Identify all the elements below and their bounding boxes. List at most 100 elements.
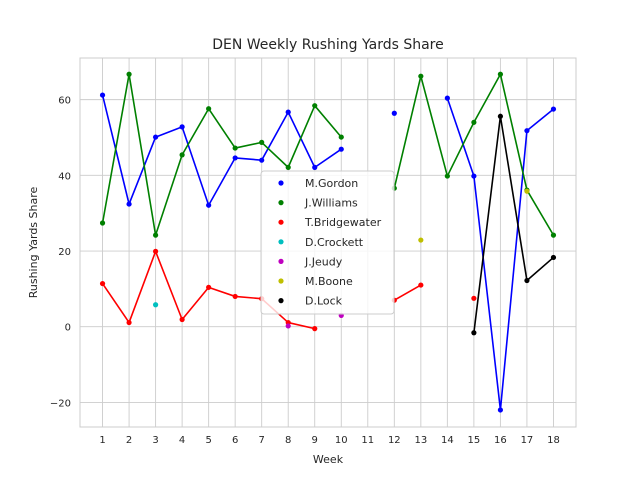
legend-label: J.Jeudy (304, 255, 343, 268)
legend-marker (278, 239, 284, 245)
data-point (232, 155, 238, 161)
x-tick-label: 8 (285, 435, 291, 446)
series-d-lock (471, 113, 557, 336)
legend-marker (278, 298, 284, 304)
data-point (471, 295, 477, 301)
legend-item: D.Lock (278, 295, 343, 308)
series-line (393, 284, 422, 301)
x-tick-label: 10 (335, 435, 348, 446)
data-point (206, 284, 212, 290)
x-tick-label: 17 (521, 435, 534, 446)
data-point (179, 152, 185, 158)
legend-label: M.Boone (305, 275, 353, 288)
series-layer (99, 71, 557, 413)
legend-item: M.Gordon (278, 177, 358, 190)
data-point (126, 319, 132, 326)
x-tick-label: 18 (547, 435, 560, 446)
y-tick-label: 60 (58, 96, 71, 107)
data-point (232, 145, 238, 151)
y-axis-label: Rushing Yards Share (27, 186, 40, 298)
data-point (444, 173, 450, 179)
legend-marker (278, 180, 284, 186)
legend-marker (278, 200, 284, 206)
legend-box (260, 170, 395, 315)
legend-label: T.Bridgewater (304, 216, 382, 229)
data-point (524, 277, 530, 284)
y-axis-ticks: −20 0 20 40 60 (50, 96, 71, 410)
data-point (259, 139, 265, 145)
data-point (152, 232, 159, 238)
data-point (285, 164, 291, 170)
series-m-gordon (99, 92, 557, 413)
x-tick-label: 13 (414, 435, 427, 446)
legend-item: T.Bridgewater (278, 216, 382, 229)
data-point (471, 119, 477, 125)
data-point (471, 173, 477, 179)
data-point (99, 280, 106, 287)
data-point (285, 109, 291, 115)
data-point (338, 146, 344, 152)
data-point (497, 407, 504, 413)
legend-marker (278, 278, 284, 284)
y-tick-label: −20 (50, 398, 71, 409)
data-point (179, 124, 185, 130)
data-point (259, 157, 265, 163)
x-tick-label: 1 (99, 435, 105, 446)
data-point (524, 188, 530, 194)
x-axis-label: Week (313, 453, 344, 466)
data-point (206, 106, 212, 112)
legend-item: J.Williams (278, 197, 358, 210)
data-point (232, 293, 238, 300)
data-point (524, 128, 530, 134)
data-point (418, 73, 424, 79)
data-point (179, 316, 185, 323)
x-tick-label: 9 (312, 435, 318, 446)
legend-item: D.Crockett (278, 236, 364, 249)
x-tick-label: 15 (468, 435, 481, 446)
legend-label: J.Williams (304, 197, 358, 210)
data-point (444, 95, 450, 101)
x-axis-ticks: 1 2 3 4 5 6 7 8 9 10 11 12 13 14 15 16 17 18 (99, 435, 559, 446)
x-tick-label: 3 (152, 435, 158, 446)
data-point (338, 134, 344, 140)
data-point (497, 113, 504, 119)
data-point (152, 134, 159, 140)
data-point (285, 323, 291, 329)
x-tick-label: 12 (388, 435, 401, 446)
data-point (152, 248, 159, 254)
data-point (418, 282, 424, 288)
data-point (206, 202, 212, 208)
data-point (312, 164, 318, 170)
y-tick-label: 0 (65, 323, 71, 334)
x-tick-label: 14 (441, 435, 454, 446)
x-tick-label: 16 (494, 435, 507, 446)
legend-marker (278, 219, 284, 225)
data-point (126, 71, 132, 77)
legend-item: M.Boone (278, 275, 353, 288)
x-tick-label: 7 (259, 435, 265, 446)
legend-label: M.Gordon (305, 177, 358, 190)
data-point (99, 220, 106, 226)
data-point (471, 330, 477, 336)
data-point (550, 106, 557, 112)
x-tick-label: 4 (179, 435, 185, 446)
chart-title: DEN Weekly Rushing Yards Share (212, 37, 444, 53)
legend: M.Gordon J.Williams T.Bridgewater D.Crocket… (260, 170, 395, 315)
data-point (550, 254, 557, 261)
legend-marker (278, 258, 284, 264)
data-point (126, 201, 132, 207)
series-line (101, 94, 342, 207)
data-point (312, 103, 318, 109)
series-line (473, 115, 554, 333)
series-d-crockett (152, 302, 159, 308)
x-tick-label: 11 (361, 435, 374, 446)
data-point (418, 237, 424, 243)
y-tick-label: 40 (58, 171, 71, 182)
series-m-boone (418, 188, 530, 243)
legend-label: D.Lock (305, 295, 343, 308)
x-tick-label: 6 (232, 435, 238, 446)
plot-frame (79, 57, 577, 428)
legend-item: J.Jeudy (278, 255, 343, 268)
x-tick-label: 2 (126, 435, 132, 446)
